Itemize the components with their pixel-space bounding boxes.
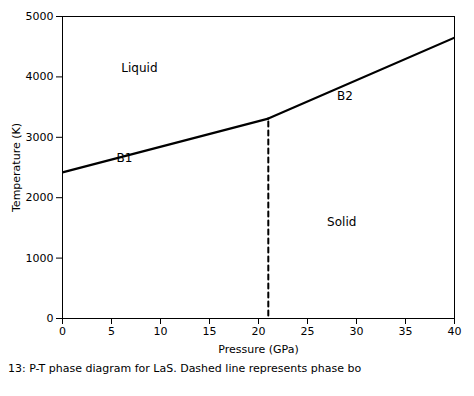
svg-text:5000: 5000 (26, 10, 54, 23)
svg-text:Pressure (GPa): Pressure (GPa) (218, 343, 298, 356)
svg-text:Solid: Solid (327, 215, 356, 229)
svg-text:4000: 4000 (26, 70, 54, 83)
html-text:13: P-T phase diagram for LaS.: 13: P-T phase diagram for LaS. Dashed li… (8, 362, 362, 375)
svg-text:20: 20 (252, 325, 266, 338)
svg-text:5: 5 (108, 325, 115, 338)
svg-text:0: 0 (47, 312, 54, 325)
svg-text:30: 30 (350, 325, 364, 338)
svg-text:2000: 2000 (26, 191, 54, 204)
svg-text:15: 15 (203, 325, 217, 338)
svg-text:10: 10 (154, 325, 168, 338)
svg-text:B2: B2 (337, 89, 353, 103)
svg-text:0: 0 (59, 325, 66, 338)
svg-text:Liquid: Liquid (121, 61, 157, 75)
svg-text:35: 35 (399, 325, 413, 338)
svg-text:40: 40 (448, 325, 462, 338)
svg-text:Temperature (K): Temperature (K) (10, 123, 23, 213)
svg-text:B1: B1 (116, 151, 132, 165)
svg-text:25: 25 (301, 325, 315, 338)
svg-text:1000: 1000 (26, 252, 54, 265)
svg-text:3000: 3000 (26, 131, 54, 144)
